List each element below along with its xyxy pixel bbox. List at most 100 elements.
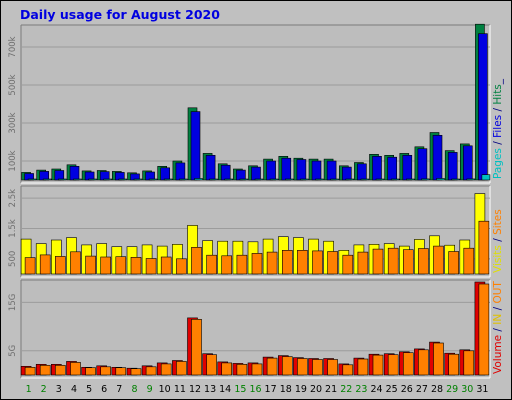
bar-out-day-27 — [418, 349, 429, 376]
x-tick-label: 27 — [416, 384, 428, 395]
bar-sites-day-19 — [297, 250, 308, 275]
bar-out-day-21 — [327, 359, 338, 376]
bar-pages-day-1 — [27, 178, 37, 181]
bar-out-day-30 — [463, 350, 475, 376]
y-tick-label: 15G — [8, 294, 18, 311]
legend-part: / — [492, 304, 504, 314]
x-tick-label: 8 — [131, 384, 137, 395]
bar-sites-day-28 — [433, 245, 444, 275]
y-tick-label: 500k — [8, 74, 18, 95]
x-tick-label: 18 — [280, 384, 292, 395]
bar-sites-day-27 — [418, 248, 429, 275]
x-tick-label: 6 — [101, 384, 107, 395]
x-tick-label: 23 — [355, 384, 367, 395]
chart-title: Daily usage for August 2020 — [20, 7, 220, 22]
bar-sites-day-31 — [478, 220, 490, 275]
legend-part: / — [492, 325, 504, 335]
x-tick-label: 4 — [71, 384, 77, 395]
y-tick-label: 5G — [8, 345, 18, 357]
bar-out-day-28 — [433, 342, 444, 376]
bar-sites-day-14 — [221, 255, 232, 275]
bar-files-day-21 — [326, 160, 337, 181]
bar-sites-day-16 — [251, 253, 263, 275]
bar-pages-day-5 — [88, 178, 97, 181]
bar-pages-day-6 — [103, 178, 112, 181]
x-tick-label: 29 — [446, 384, 458, 395]
legend-part: _ — [492, 78, 504, 85]
bar-out-day-16 — [251, 363, 263, 376]
x-tick-label: 25 — [386, 384, 398, 395]
bar-pages-day-7 — [118, 178, 128, 181]
bar-files-day-11 — [175, 162, 186, 181]
bar-pages-day-13 — [209, 178, 218, 181]
x-tick-label: 12 — [189, 384, 201, 395]
bar-sites-day-20 — [312, 250, 323, 275]
x-tick-label: 17 — [265, 384, 277, 395]
bar-pages-day-16 — [254, 178, 264, 181]
bar-pages-day-8 — [133, 178, 143, 181]
x-tick-label: 10 — [159, 384, 171, 395]
bar-files-day-19 — [296, 159, 307, 181]
y-tick-label: 1.5k — [8, 219, 18, 238]
x-tick-label: 7 — [116, 384, 122, 395]
x-tick-label: 15 — [234, 384, 246, 395]
bar-sites-day-2 — [39, 254, 51, 275]
bar-sites-day-5 — [85, 255, 96, 275]
bar-pages-day-3 — [57, 178, 67, 181]
bar-files-day-27 — [417, 148, 428, 181]
x-tick-label: 5 — [86, 384, 92, 395]
bar-sites-day-29 — [448, 251, 460, 275]
x-tick-label: 28 — [431, 384, 443, 395]
bar-pages-day-21 — [330, 178, 339, 181]
panel-volume: 5G 15G Volume / IN / OUT — [8, 279, 504, 379]
bar-pages-day-26 — [405, 178, 415, 181]
panel-hits: 100k 300k 500k 700k Pages / Files / Hits_ — [8, 23, 504, 184]
legend-volume: Volume / IN / OUT — [492, 281, 504, 374]
x-tick-label: 19 — [295, 384, 307, 395]
bar-sites-day-9 — [145, 258, 157, 275]
bar-out-day-31 — [478, 283, 490, 376]
bar-files-day-16 — [251, 166, 261, 181]
bar-files-day-25 — [387, 156, 398, 181]
bar-sites-day-24 — [372, 248, 384, 275]
bar-pages-day-9 — [148, 178, 158, 181]
bar-sites-day-25 — [387, 247, 399, 275]
bar-sites-day-15 — [236, 254, 248, 275]
bar-files-day-29 — [447, 152, 458, 181]
x-tick-label: 11 — [174, 384, 186, 395]
bar-pages-day-19 — [300, 178, 309, 181]
x-tick-label: 1 — [26, 384, 32, 395]
bar-pages-day-18 — [284, 178, 294, 181]
bar-out-day-17 — [266, 357, 278, 376]
x-tick-label: 13 — [204, 384, 216, 395]
bar-pages-day-28 — [436, 178, 445, 181]
bar-out-day-20 — [312, 359, 323, 376]
bar-pages-day-11 — [179, 178, 188, 181]
bar-sites-day-17 — [266, 251, 278, 275]
legend-part: Visits — [492, 245, 504, 273]
bar-pages-day-27 — [421, 178, 430, 181]
bar-sites-day-4 — [70, 251, 81, 275]
bar-sites-day-18 — [281, 250, 293, 275]
bar-out-day-13 — [206, 354, 217, 376]
bar-out-day-24 — [372, 354, 384, 376]
bar-sites-day-30 — [463, 247, 475, 275]
bar-files-day-26 — [402, 155, 413, 181]
bar-files-day-3 — [54, 170, 65, 181]
bar-out-day-2 — [39, 364, 51, 376]
panel-visits: 500 1.5k 2.5k Visits / Sites — [8, 185, 504, 278]
bar-files-day-30 — [462, 145, 473, 181]
bar-pages-day-15 — [239, 178, 249, 181]
x-tick-label: 16 — [249, 384, 261, 395]
bar-pages-day-31 — [481, 174, 491, 181]
bar-out-day-10 — [160, 363, 172, 376]
legend-part: Pages — [492, 148, 504, 179]
bar-out-day-26 — [402, 352, 414, 376]
legend-visits: Visits / Sites — [492, 209, 504, 273]
y-tick-label: 100k — [8, 150, 18, 171]
bar-pages-day-20 — [315, 178, 324, 181]
bar-out-day-19 — [297, 358, 308, 376]
bar-files-day-17 — [266, 160, 276, 181]
bar-sites-day-11 — [176, 258, 187, 275]
x-tick-label: 20 — [310, 384, 322, 395]
